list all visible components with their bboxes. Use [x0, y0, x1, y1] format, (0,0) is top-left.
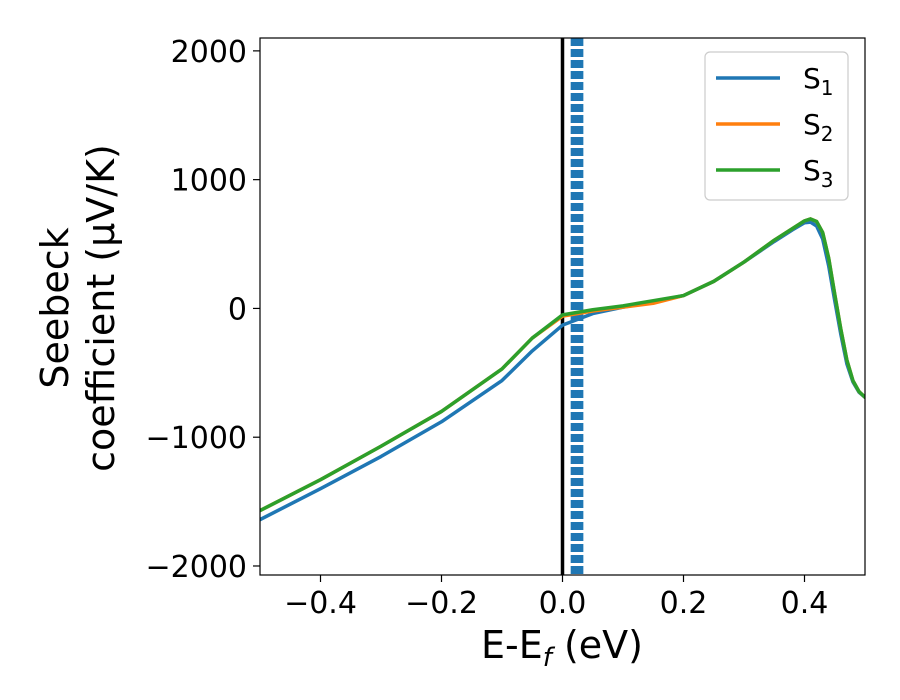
y-tick-label: −2000 — [146, 550, 247, 585]
x-tick-label: 0.2 — [660, 586, 708, 621]
y-tick-label: 1000 — [171, 164, 247, 199]
x-tick-label: 0.0 — [539, 586, 587, 621]
series-layer — [260, 217, 865, 522]
legend-label-sub: 1 — [821, 76, 834, 100]
x-axis: −0.4 −0.2 0.0 0.2 0.4 — [284, 575, 828, 621]
reference-lines — [560, 38, 584, 575]
legend-label-main: S — [803, 154, 821, 187]
y-axis-label-line1: Seebeck — [33, 227, 77, 388]
legend-label-main: S — [803, 108, 821, 141]
y-tick-label: 2000 — [171, 35, 247, 70]
x-axis-label-main: E-E — [481, 623, 543, 667]
y-tick-label: −1000 — [146, 421, 247, 456]
x-axis-label-unit: (eV) — [552, 623, 643, 667]
y-axis: −2000 −1000 0 1000 2000 — [146, 35, 260, 585]
legend-label-main: S — [803, 62, 821, 95]
legend-label-s1: S1 — [803, 62, 834, 100]
legend-box — [704, 51, 849, 201]
x-tick-label: −0.2 — [405, 586, 478, 621]
x-axis-label: E-Ef (eV) — [481, 623, 643, 673]
legend-label-sub: 2 — [821, 122, 834, 146]
legend-label-s3: S3 — [803, 154, 834, 192]
x-tick-label: 0.4 — [781, 586, 829, 621]
y-axis-label-line2: coefficient (μV/K) — [79, 144, 123, 472]
series-line-s3 — [260, 217, 865, 513]
legend-label-sub: 3 — [821, 168, 834, 192]
legend-label-s2: S2 — [803, 108, 834, 146]
x-tick-label: −0.4 — [284, 586, 357, 621]
y-tick-label: 0 — [228, 292, 247, 327]
y-axis-label: Seebeck coefficient (μV/K) — [33, 144, 123, 472]
